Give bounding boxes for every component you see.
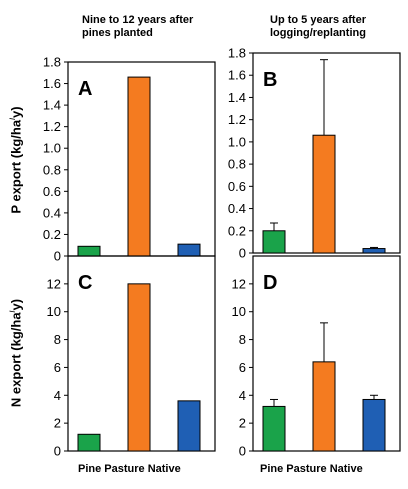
panel-b-ytick-label-1: 0.2 [228,223,246,238]
panel-d-ytick-label-2: 4 [239,388,246,403]
panel-b-ytick-label-3: 0.6 [228,179,246,194]
panel-c-letter: C [78,272,92,294]
panel-d-ytick-label-3: 6 [239,360,246,375]
panel-d: 0 2 4 6 8 10 12 D [232,255,401,459]
panel-b: 0 0.2 0.4 0.6 0.8 1.0 1.2 1.4 1.6 1.8 B [228,46,401,261]
right-x-axis-label: Pine Pasture Native [260,463,363,475]
panel-d-ytick-label-0: 0 [239,444,246,459]
panel-a-ytick-label-3: 0.6 [43,184,61,199]
panel-d-ytick-label-1: 2 [239,416,246,431]
panel-c-ytick-label-1: 2 [54,416,61,431]
panel-d-ytick-label-6: 12 [232,276,246,291]
panel-a-ytick-label-8: 1.6 [43,76,61,91]
panel-b-ytick-label-8: 1.6 [228,68,246,83]
panel-b-bar-pine [262,230,286,254]
left-column-title-line-2: pines planted [82,27,153,39]
panel-b-letter: B [263,69,277,91]
panel-b-ytick-label-6: 1.2 [228,112,246,127]
panel-a-ytick-label-6: 1.2 [43,119,61,134]
panel-c-ytick-label-6: 12 [47,276,61,291]
panel-a: 0 0.2 0.4 0.6 0.8 1.0 1.2 1.4 1.6 1.8 A [43,55,216,264]
right-column-title-line-2: logging/replanting [270,27,366,39]
panel-a-ytick-label-1: 0.2 [43,227,61,242]
panel-a-bar-pine [77,245,101,257]
left-column-title: Nine to 12 years after pines planted [82,14,193,40]
panel-b-ytick-label-9: 1.8 [228,46,246,61]
panel-a-ytick-label-2: 0.4 [43,205,61,220]
panel-a-letter: A [78,78,92,100]
panel-d-ytick-label-5: 10 [232,304,246,319]
panel-d-letter: D [263,272,277,294]
panel-b-bar-pasture [312,134,336,254]
right-column-title: Up to 5 years after logging/replanting [270,14,366,40]
panel-b-ytick-label-4: 0.8 [228,157,246,172]
panel-d-bar-native [362,398,386,452]
panel-c-bar-native [177,400,201,452]
panel-c: 0 2 4 6 8 10 12 C [47,255,216,459]
panel-d-bar-pine [262,405,286,452]
panel-a-ytick-label-9: 1.8 [43,55,61,70]
panel-a-ytick-label-0: 0 [54,249,61,264]
panel-c-ytick-label-2: 4 [54,388,61,403]
left-column-title-line-1: Nine to 12 years after [82,14,194,26]
panel-b-ytick-label-7: 1.4 [228,90,246,105]
panel-c-bar-pine [77,433,101,452]
panel-b-bar-native [362,248,386,254]
panel-c-bar-pasture [127,283,151,452]
panel-b-ytick-label-5: 1.0 [228,134,246,149]
panel-a-ytick-label-7: 1.4 [43,98,61,113]
panel-d-bar-pasture [312,361,336,452]
panel-a-bar-native [177,243,201,257]
panel-b-ytick-label-2: 0.4 [228,201,246,216]
panel-a-ytick-label-5: 1.0 [43,141,61,156]
panel-c-ytick-label-3: 6 [54,360,61,375]
left-x-axis-label: Pine Pasture Native [78,463,181,475]
panel-a-ytick-label-4: 0.8 [43,162,61,177]
panel-d-ytick-label-4: 8 [239,332,246,347]
panel-c-ytick-label-4: 8 [54,332,61,347]
panel-a-bar-pasture [127,76,151,257]
panel-c-ytick-label-0: 0 [54,444,61,459]
panel-c-ytick-label-5: 10 [47,304,61,319]
right-column-title-line-1: Up to 5 years after [270,14,366,26]
panel-b-ytick-label-0: 0 [239,246,246,261]
